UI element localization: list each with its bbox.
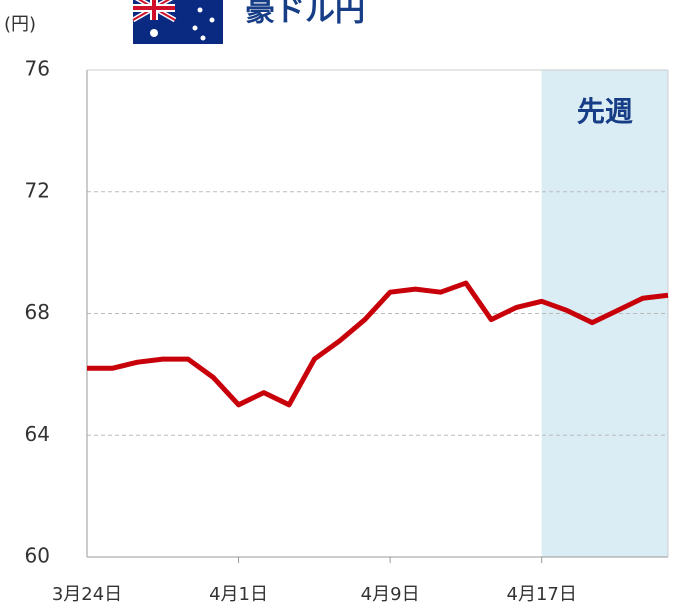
y-tick-label: 72 bbox=[25, 178, 50, 202]
chart-title: 豪ドル円 bbox=[245, 0, 365, 29]
x-tick-label: 4月1日 bbox=[209, 584, 268, 605]
shade-region bbox=[541, 70, 668, 557]
x-tick-label: 4月17日 bbox=[507, 584, 577, 605]
y-tick-label: 76 bbox=[25, 57, 50, 81]
shade-label: 先週 bbox=[577, 95, 633, 128]
flag bbox=[131, 0, 223, 44]
y-tick-label: 64 bbox=[25, 422, 50, 446]
y-tick-label: 60 bbox=[25, 544, 50, 568]
x-tick-label: 3月24日 bbox=[52, 584, 122, 605]
x-tick-label: 4月9日 bbox=[361, 584, 420, 605]
y-tick-label: 68 bbox=[25, 300, 50, 324]
line-series bbox=[87, 280, 669, 408]
y-unit: (円) bbox=[4, 14, 36, 35]
